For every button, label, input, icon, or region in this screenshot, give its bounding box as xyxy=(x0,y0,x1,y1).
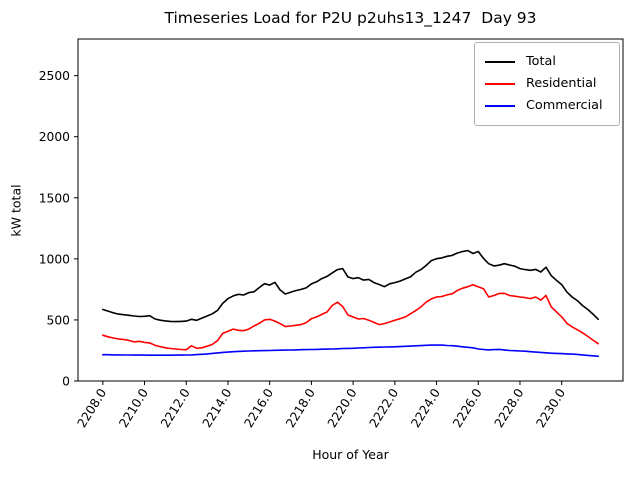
svg-text:2212.0: 2212.0 xyxy=(158,386,193,430)
series-line-commercial xyxy=(102,344,600,358)
svg-text:2226.0: 2226.0 xyxy=(450,386,485,430)
legend-label-total: Total xyxy=(526,53,556,69)
legend-item-total: Total xyxy=(485,51,609,73)
chart-title: Timeseries Load for P2U p2uhs13_1247 Day… xyxy=(164,9,537,27)
series-line-total xyxy=(102,249,600,323)
series-line-residential xyxy=(102,283,600,351)
y-tick-marks xyxy=(74,75,78,382)
legend-label-residential: Residential xyxy=(526,75,597,91)
series-lines xyxy=(102,249,600,358)
svg-text:500: 500 xyxy=(47,313,70,327)
svg-text:1000: 1000 xyxy=(39,252,70,266)
axes-frame xyxy=(77,38,624,382)
svg-text:2220.0: 2220.0 xyxy=(325,386,360,430)
svg-text:2214.0: 2214.0 xyxy=(200,386,235,430)
legend-line-swatch-total xyxy=(485,61,515,63)
svg-text:1500: 1500 xyxy=(39,191,70,205)
legend-line-swatch-commercial xyxy=(485,105,515,107)
svg-text:2218.0: 2218.0 xyxy=(283,386,318,430)
svg-text:2208.0: 2208.0 xyxy=(75,386,110,430)
legend-item-commercial: Commercial xyxy=(485,95,609,117)
x-axis-label: Hour of Year xyxy=(312,447,389,462)
legend-line-swatch-residential xyxy=(485,83,515,85)
svg-text:2224.0: 2224.0 xyxy=(408,386,443,430)
svg-text:2222.0: 2222.0 xyxy=(367,386,402,430)
legend-label-commercial: Commercial xyxy=(526,97,603,113)
svg-text:2500: 2500 xyxy=(39,69,70,83)
x-tick-marks xyxy=(102,381,563,385)
svg-text:2228.0: 2228.0 xyxy=(492,386,527,430)
y-tick-labels: 0 500 1000 1500 2000 2500 xyxy=(39,69,70,388)
legend-item-residential: Residential xyxy=(485,73,609,95)
svg-text:2216.0: 2216.0 xyxy=(242,386,277,430)
legend: Total Residential Commercial xyxy=(474,42,620,126)
svg-text:2210.0: 2210.0 xyxy=(116,386,151,430)
svg-text:2230.0: 2230.0 xyxy=(534,386,569,430)
svg-text:2000: 2000 xyxy=(39,130,70,144)
svg-text:0: 0 xyxy=(62,375,70,389)
x-tick-labels: 2208.0 2210.0 2212.0 2214.0 2216.0 2218.0 2220… xyxy=(75,386,569,430)
y-axis-label: kW total xyxy=(8,184,24,237)
